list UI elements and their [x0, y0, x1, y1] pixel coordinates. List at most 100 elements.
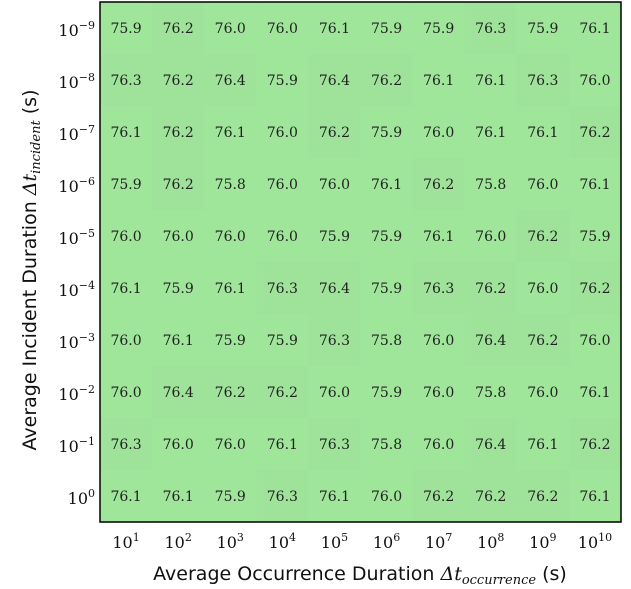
cell-value-label: 76.0: [110, 385, 141, 401]
heatmap-cell: [152, 54, 205, 107]
cell-value-label: 76.2: [267, 385, 298, 401]
heatmap-cell: [204, 210, 257, 263]
heatmap-cell: [308, 470, 361, 523]
heatmap-cell: [100, 470, 153, 523]
x-tick-labels: 101 102 103 104 105 106 107 108 109 1010: [112, 531, 612, 552]
cell-value-label: 76.2: [163, 73, 194, 89]
x-tick-label: 109: [529, 531, 556, 552]
cell-value-label: 76.2: [527, 333, 558, 349]
cell-value-label: 76.4: [475, 333, 506, 349]
heatmap-cell: [516, 418, 570, 471]
heatmap-cell: [516, 106, 570, 159]
cell-value-label: 76.2: [163, 125, 194, 141]
cell-value-label: 76.1: [163, 333, 194, 349]
cell-value-label: 76.2: [579, 281, 610, 297]
heatmap-cell: [256, 106, 309, 159]
cell-value-label: 75.9: [423, 21, 454, 37]
cell-value-label: 75.9: [110, 177, 141, 193]
heatmap-cell: [412, 106, 466, 159]
cell-value-label: 76.2: [371, 73, 402, 89]
cell-value-label: 76.0: [215, 21, 246, 37]
heatmap-cell: [100, 158, 153, 211]
heatmap-cell: [464, 418, 518, 471]
heatmap-cell: [516, 366, 570, 419]
cell-value-label: 75.9: [319, 229, 350, 245]
cell-value-label: 76.0: [423, 333, 454, 349]
cell-value-label: 76.1: [163, 489, 194, 505]
cell-value-label: 76.3: [527, 73, 558, 89]
cell-value-label: 76.2: [475, 489, 506, 505]
heatmap-cell: [568, 106, 622, 159]
cell-value-label: 75.9: [267, 333, 298, 349]
heatmap-cell: [464, 2, 518, 55]
heatmap-cell: [360, 106, 414, 159]
cell-value-label: 76.1: [423, 73, 454, 89]
cell-value-label: 75.9: [267, 73, 298, 89]
heatmap-cell: [412, 158, 466, 211]
cell-value-label: 76.1: [579, 21, 610, 37]
heatmap-cell: [464, 210, 518, 263]
cell-value-label: 76.1: [527, 125, 558, 141]
heatmap-cell: [256, 314, 309, 367]
heatmap-cell: [464, 262, 518, 315]
heatmap-cell: [360, 470, 414, 523]
heatmap-cells: [100, 2, 622, 523]
x-tick-label: 103: [217, 531, 244, 552]
cell-value-label: 76.2: [423, 177, 454, 193]
heatmap-cell: [100, 54, 153, 107]
cell-value-label: 76.2: [423, 489, 454, 505]
heatmap-cell: [464, 314, 518, 367]
cell-value-label: 75.9: [215, 333, 246, 349]
x-axis-label: Average Occurrence Duration Δtoccurrence…: [153, 563, 567, 588]
heatmap-cell: [568, 262, 622, 315]
cell-value-label: 76.1: [319, 489, 350, 505]
heatmap-cell: [308, 2, 361, 55]
cell-value-label: 76.0: [110, 229, 141, 245]
heatmap-cell: [464, 106, 518, 159]
heatmap-cell: [516, 2, 570, 55]
heatmap-cell: [412, 366, 466, 419]
cell-value-label: 76.1: [267, 437, 298, 453]
cell-value-label: 76.0: [163, 437, 194, 453]
heatmap-cell: [256, 470, 309, 523]
cell-value-label: 76.0: [267, 125, 298, 141]
heatmap-cell: [308, 262, 361, 315]
heatmap-cell: [256, 210, 309, 263]
heatmap-cell: [568, 210, 622, 263]
heatmap-cell: [256, 54, 309, 107]
cell-value-label: 76.2: [319, 125, 350, 141]
heatmap-cell: [204, 158, 257, 211]
cell-value-label: 76.2: [163, 21, 194, 37]
y-tick-label: 10−9: [58, 19, 95, 40]
heatmap-cell: [568, 54, 622, 107]
heatmap-cell: [568, 158, 622, 211]
cell-value-label: 76.2: [215, 385, 246, 401]
heatmap-cell: [256, 2, 309, 55]
cell-value-label: 76.0: [319, 177, 350, 193]
y-tick-label: 10−3: [58, 331, 95, 352]
cell-value-label: 75.9: [371, 21, 402, 37]
heatmap-cell: [464, 366, 518, 419]
cell-value-label: 76.4: [319, 281, 350, 297]
heatmap-cell: [204, 366, 257, 419]
heatmap-cell: [204, 2, 257, 55]
cell-value-label: 76.0: [110, 333, 141, 349]
cell-value-label: 75.8: [371, 437, 402, 453]
cell-value-label: 76.1: [475, 125, 506, 141]
heatmap-cell-labels: 75.9 76.2 76.0 76.0 76.1 75.9 75.9 76.3 75.9 76.1…: [110, 21, 610, 505]
heatmap-cell: [516, 158, 570, 211]
cell-value-label: 76.1: [371, 177, 402, 193]
heatmap-cell: [100, 2, 153, 55]
cell-value-label: 76.2: [475, 281, 506, 297]
heatmap-cell: [568, 366, 622, 419]
cell-value-label: 76.1: [475, 73, 506, 89]
heatmap-cell: [360, 366, 414, 419]
heatmap-cell: [412, 2, 466, 55]
cell-value-label: 75.9: [371, 281, 402, 297]
cell-value-label: 76.1: [319, 21, 350, 37]
cell-value-label: 76.2: [163, 177, 194, 193]
cell-value-label: 76.0: [215, 229, 246, 245]
cell-value-label: 76.0: [319, 385, 350, 401]
y-axis-label: Average Incident Duration Δtincident (s): [19, 90, 44, 451]
